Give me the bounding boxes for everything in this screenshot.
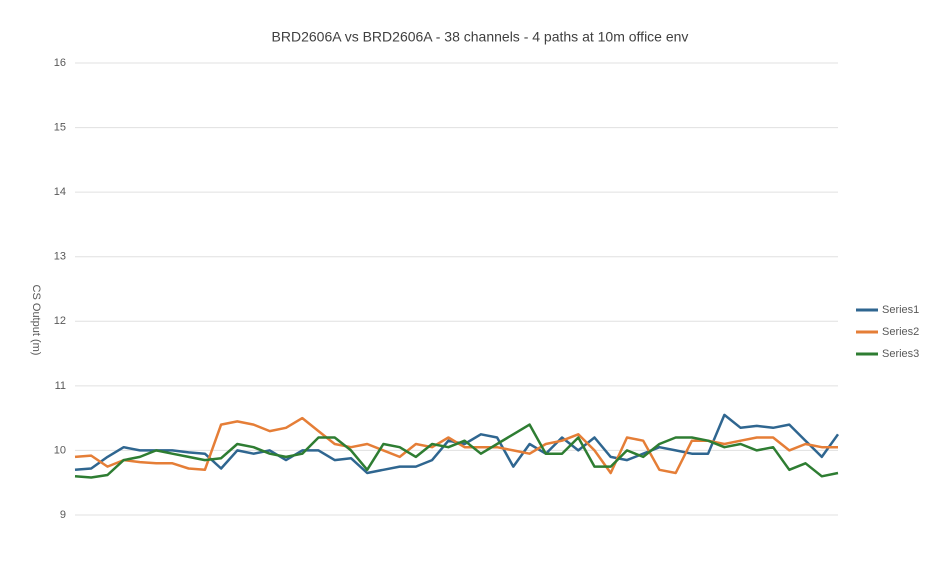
y-tick-label: 9 (60, 509, 66, 521)
y-tick-label: 10 (54, 444, 66, 456)
y-tick-label: 16 (54, 57, 66, 69)
chart-title: BRD2606A vs BRD2606A - 38 channels - 4 p… (272, 29, 689, 45)
y-tick-label: 15 (54, 121, 66, 133)
y-tick-label: 13 (54, 251, 66, 263)
y-tick-label: 11 (55, 380, 66, 392)
y-tick-label: 14 (54, 186, 66, 198)
legend-label: Series3 (882, 348, 919, 360)
y-axis-label: CS Output (m) (30, 285, 42, 356)
y-tick-label: 12 (54, 315, 66, 327)
legend-label: Series2 (882, 326, 919, 338)
series-line (74, 423, 839, 479)
legend-label: Series1 (882, 304, 919, 316)
